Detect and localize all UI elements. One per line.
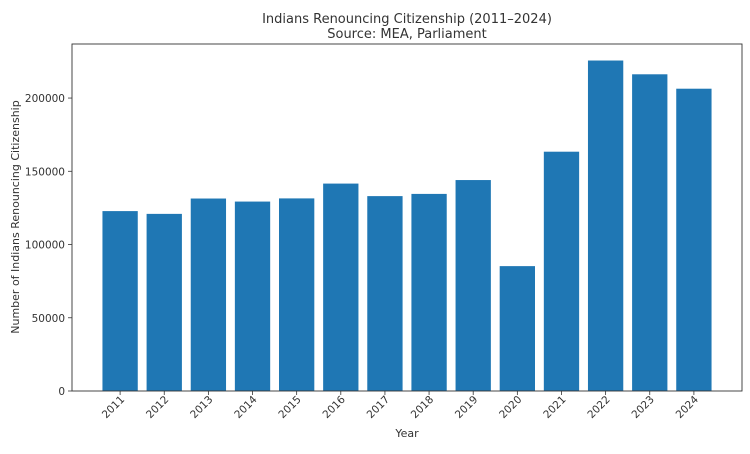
y-tick-label: 200000 — [25, 93, 65, 105]
x-tick-label: 2017 — [365, 394, 392, 421]
bar-2012 — [146, 213, 182, 391]
x-tick-label: 2016 — [321, 393, 349, 421]
y-axis-label: Number of Indians Renouncing Citizenship — [9, 100, 22, 333]
chart-title: Indians Renouncing Citizenship (2011–202… — [262, 12, 552, 27]
bar-2013 — [190, 198, 227, 391]
x-tick-label: 2024 — [674, 393, 702, 421]
y-tick-label: 150000 — [25, 166, 65, 178]
x-tick-label: 2012 — [144, 394, 171, 421]
bar-2022 — [587, 60, 624, 392]
x-tick-label: 2019 — [453, 394, 480, 421]
x-tick-label: 2013 — [188, 394, 215, 421]
x-tick-label: 2011 — [100, 394, 127, 421]
y-tick-label: 100000 — [25, 240, 65, 252]
x-tick-label: 2022 — [585, 394, 612, 421]
x-tick-label: 2023 — [629, 394, 656, 421]
x-tick-label: 2020 — [497, 394, 524, 421]
bar-2016 — [323, 183, 359, 391]
bar-2020 — [499, 266, 535, 391]
bar-2015 — [279, 198, 315, 391]
bar-2011 — [102, 211, 138, 391]
y-tick-label: 0 — [58, 386, 65, 398]
bar-2019 — [455, 180, 491, 391]
bar-2017 — [367, 196, 403, 391]
x-axis-label: Year — [394, 427, 419, 440]
bar-2014 — [234, 201, 271, 391]
x-tick-label: 2014 — [232, 393, 260, 421]
chart-subtitle: Source: MEA, Parliament — [327, 27, 487, 42]
y-tick-label: 50000 — [32, 313, 65, 325]
bar-2023 — [632, 74, 668, 392]
x-tick-label: 2015 — [276, 394, 303, 421]
plot-frame — [71, 43, 743, 392]
bar-2021 — [543, 151, 580, 391]
x-tick-label: 2018 — [409, 394, 436, 421]
bar-2018 — [411, 193, 447, 391]
x-tick-label: 2021 — [541, 394, 568, 421]
bar-2024 — [676, 88, 712, 392]
